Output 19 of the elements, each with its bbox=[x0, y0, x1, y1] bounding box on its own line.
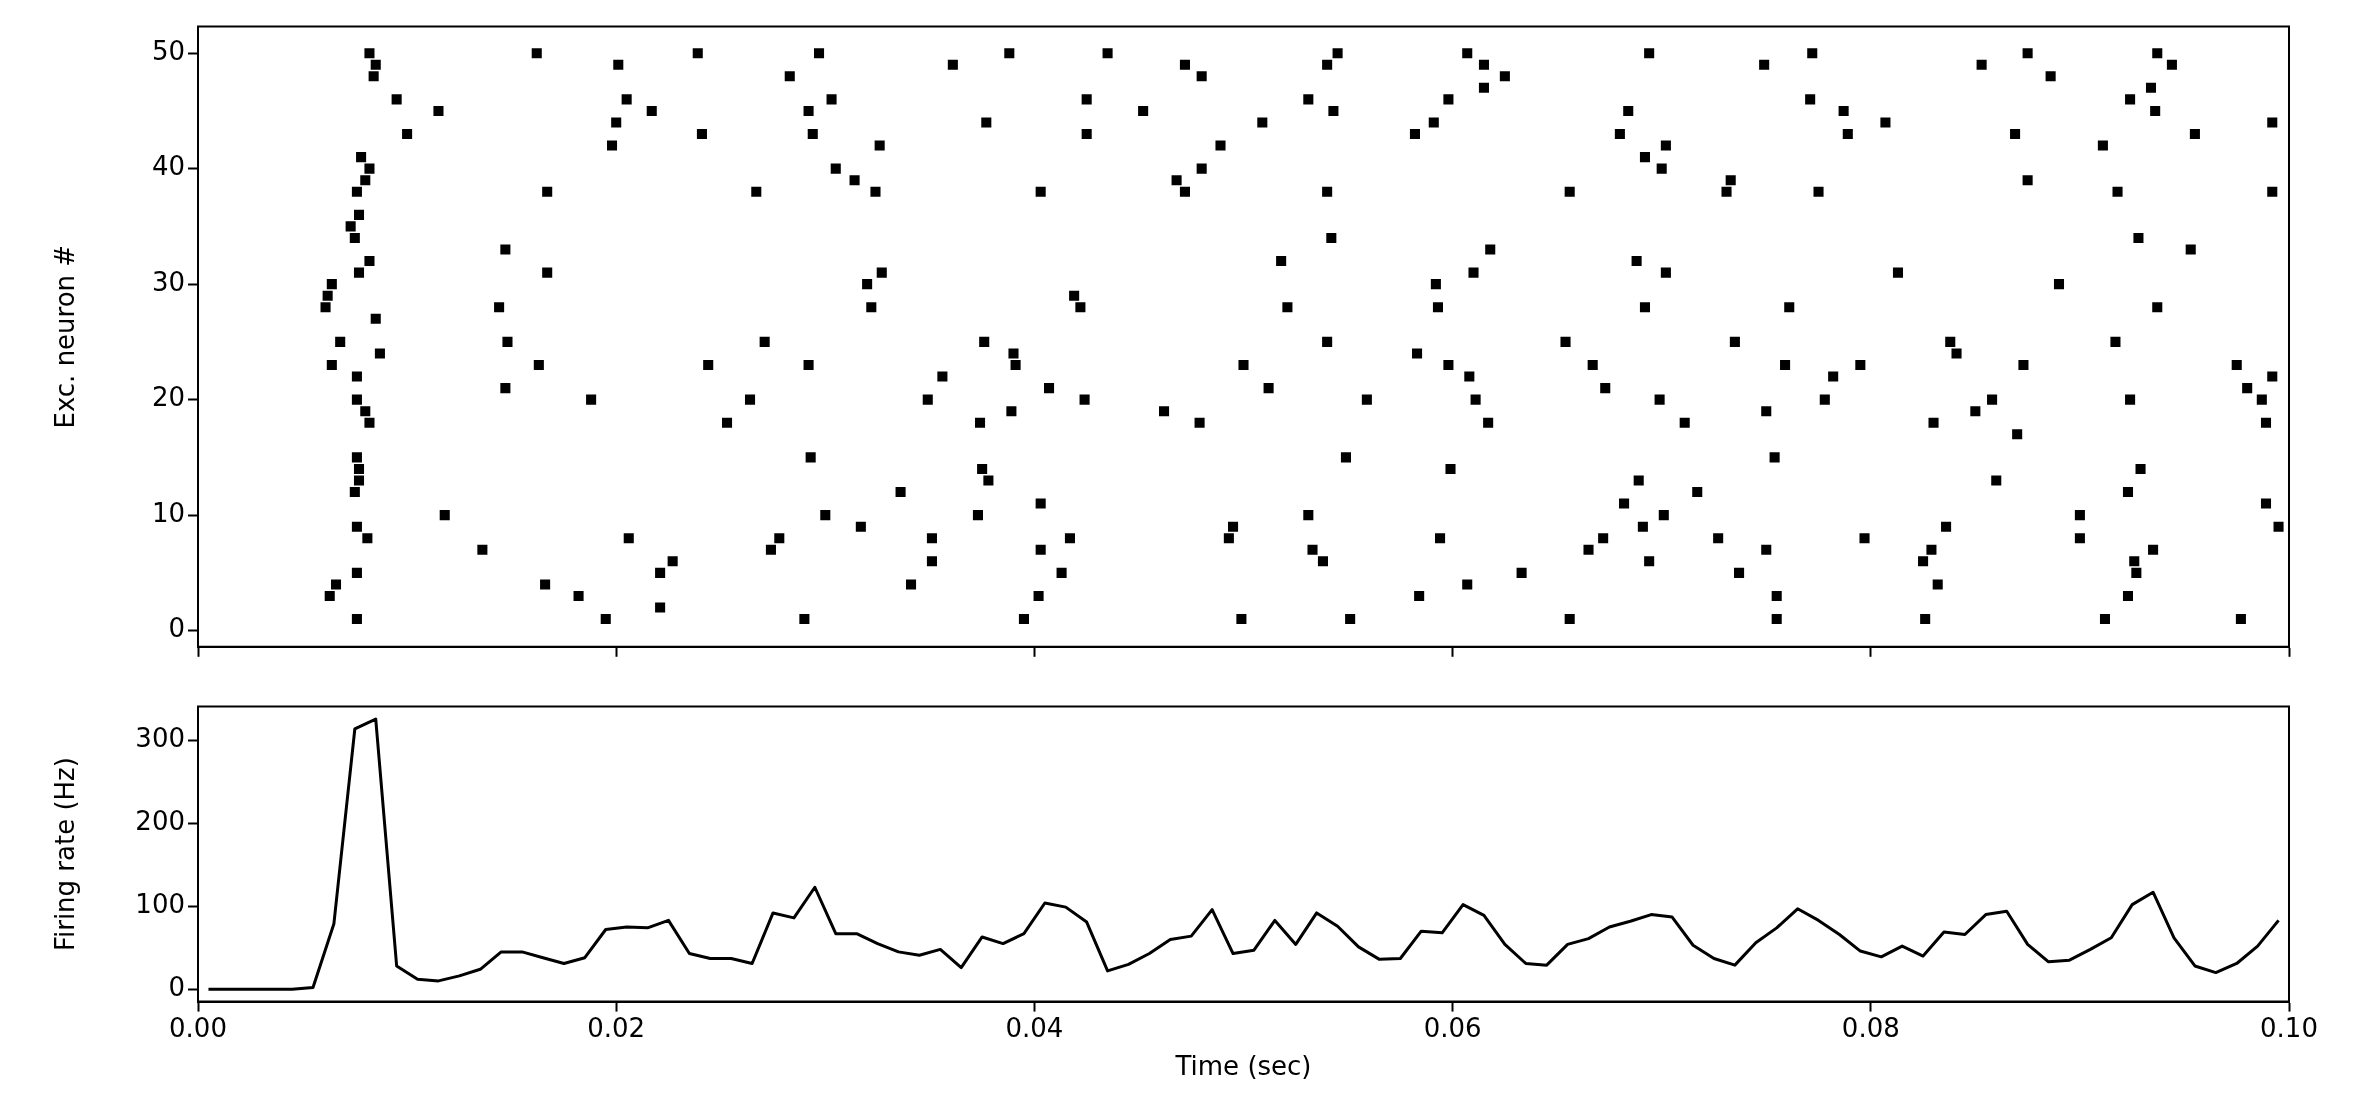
x-tick-label: 0.00 bbox=[169, 1012, 227, 1043]
x-tick-label: 0.04 bbox=[1005, 1012, 1064, 1043]
x-tick-label: 0.08 bbox=[1841, 1012, 1900, 1043]
x-tick-label: 0.06 bbox=[1423, 1012, 1482, 1043]
y-tick-label: 40 bbox=[151, 151, 185, 182]
y-tick-label: 10 bbox=[151, 497, 185, 528]
x-tick-label: 0.10 bbox=[2260, 1012, 2318, 1043]
y-tick-label: 20 bbox=[151, 382, 185, 413]
y-tick-label: 0 bbox=[168, 613, 185, 644]
y-tick-label: 200 bbox=[135, 806, 185, 837]
y-tick-label: 100 bbox=[135, 889, 185, 920]
y-tick-label: 30 bbox=[151, 266, 185, 297]
x-axis-title: Time (sec) bbox=[1174, 1051, 1312, 1082]
y-tick-label: 50 bbox=[151, 35, 185, 66]
y-tick-label: 300 bbox=[135, 723, 185, 754]
x-tick-label: 0.02 bbox=[587, 1012, 646, 1043]
y-tick-label: 0 bbox=[168, 971, 185, 1002]
y-axis-title: Firing rate (Hz) bbox=[50, 757, 81, 952]
y-axis-title: Exc. neuron # bbox=[50, 244, 81, 429]
